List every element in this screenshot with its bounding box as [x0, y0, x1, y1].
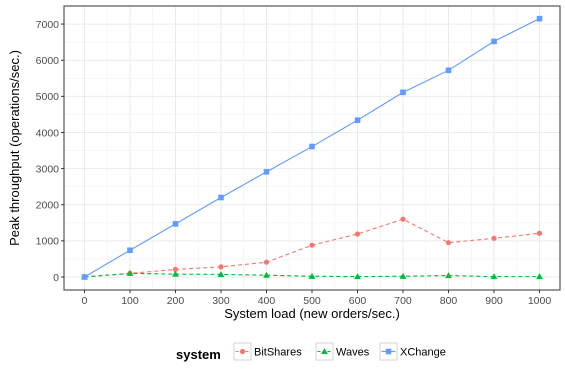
data-point-waves: [217, 271, 225, 278]
legend-title: system: [176, 347, 221, 362]
legend-item-bitshares: BitShares: [233, 342, 302, 361]
data-point-waves: [308, 272, 316, 279]
y-tick-label: 6000: [36, 55, 60, 67]
data-point-bitshares: [536, 230, 543, 236]
legend-label: Waves: [336, 347, 370, 359]
legend: system BitShares Waves XChange: [176, 342, 446, 362]
data-point-xchange: [218, 194, 224, 201]
data-point-bitshares: [354, 231, 361, 237]
x-tick-label: 400: [258, 295, 276, 307]
data-point-xchange: [400, 89, 406, 96]
data-point-xchange: [309, 143, 315, 150]
y-tick-label: 3000: [36, 163, 60, 175]
data-point-bitshares: [218, 264, 224, 270]
x-tick-label: 600: [349, 295, 367, 307]
y-axis-title: Peak throughput (operations/sec.): [7, 50, 22, 246]
legend-key-marker: [385, 348, 392, 355]
data-point-waves: [445, 272, 452, 279]
x-tick-label: 900: [485, 295, 503, 307]
series-layer: [81, 15, 543, 280]
y-tick-label: 0: [53, 272, 59, 284]
series-xchange: [81, 15, 543, 280]
data-point-xchange: [491, 38, 497, 45]
axes: 0 1000 2000 3000 4000 5000 6000 7000 0 100 200 300 4…: [36, 19, 552, 307]
x-tick-label: 0: [82, 295, 88, 307]
data-point-waves: [490, 273, 498, 280]
y-tick-label: 5000: [36, 91, 60, 103]
y-tick-label: 4000: [36, 127, 60, 139]
legend-key-marker: [239, 348, 246, 355]
data-point-xchange: [536, 15, 543, 22]
legend-item-xchange: XChange: [379, 342, 446, 361]
x-tick-label: 100: [121, 295, 139, 307]
x-tick-label: 200: [167, 295, 185, 307]
x-tick-label: 1000: [528, 295, 552, 307]
data-point-bitshares: [445, 240, 452, 246]
legend-item-waves: Waves: [315, 342, 370, 361]
data-point-waves: [536, 273, 543, 280]
data-point-waves: [399, 272, 407, 279]
data-point-bitshares: [263, 259, 270, 265]
data-point-waves: [172, 270, 179, 277]
legend-label: XChange: [400, 347, 446, 359]
data-point-waves: [126, 269, 134, 276]
y-tick-label: 2000: [36, 200, 60, 212]
data-point-bitshares: [491, 235, 497, 241]
data-point-waves: [263, 271, 270, 278]
x-tick-label: 300: [212, 295, 230, 307]
data-point-waves: [354, 273, 361, 280]
data-point-xchange: [127, 247, 133, 254]
data-point-xchange: [81, 274, 88, 280]
data-point-bitshares: [309, 242, 315, 248]
x-axis-title: System load (new orders/sec.): [224, 306, 400, 321]
y-tick-label: 7000: [36, 19, 60, 31]
x-tick-label: 500: [303, 295, 321, 307]
x-tick-label: 700: [394, 295, 412, 307]
data-point-xchange: [172, 221, 179, 227]
y-tick-label: 1000: [36, 236, 60, 248]
data-point-bitshares: [172, 266, 179, 273]
x-tick-label: 800: [440, 295, 458, 307]
data-point-xchange: [263, 169, 270, 175]
legend-items: BitShares Waves XChange: [233, 342, 446, 361]
legend-key-marker: [321, 348, 328, 355]
legend-label: BitShares: [254, 347, 302, 359]
data-point-xchange: [354, 117, 361, 123]
data-point-xchange: [445, 67, 452, 74]
data-point-bitshares: [400, 216, 406, 222]
